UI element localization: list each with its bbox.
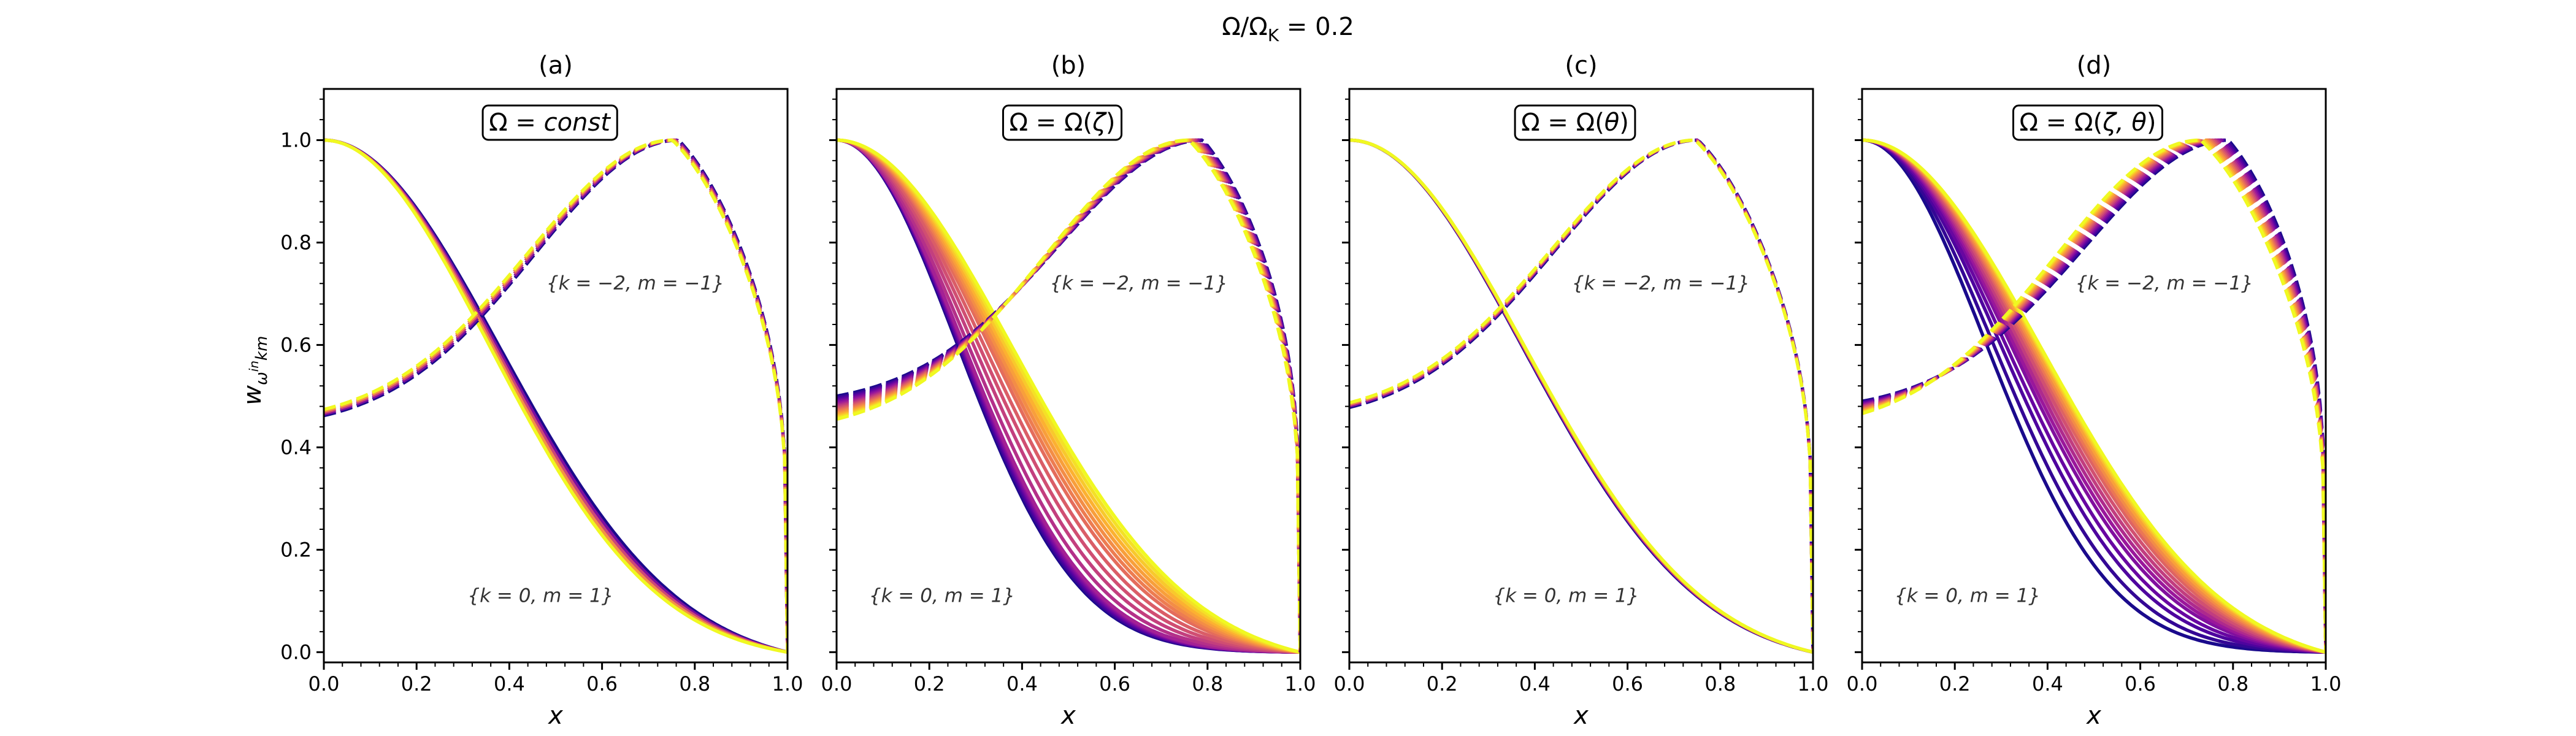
x-tick-label: 0.0 (821, 672, 853, 696)
solid-curve-12 (837, 138, 1300, 654)
rotation-law-box (481, 104, 618, 141)
x-tick-label: 0.8 (2217, 672, 2248, 696)
solid-curve-1 (324, 138, 788, 654)
y-tick-label: 0.8 (280, 231, 312, 254)
solid-curve-11 (837, 138, 1300, 654)
curves-group (1862, 138, 2326, 654)
x-tick-label: 0.6 (1099, 672, 1130, 696)
family-annotation: {k = −2, m = −1} (2076, 272, 2253, 294)
x-tick-label: 0.0 (309, 672, 340, 696)
rotation-law-box (2012, 104, 2163, 141)
dashed-curve-4 (324, 138, 788, 653)
dashed-curve-1 (324, 138, 788, 653)
figure-suptitle: Ω/ΩK = 0.2 (1222, 13, 1354, 45)
x-tick-label: 1.0 (1798, 672, 1829, 696)
rotation-law-label: Ω = const (489, 109, 611, 137)
solid-curve-16 (1862, 138, 2326, 654)
solid-curve-9 (837, 138, 1300, 654)
solid-curve-1 (1862, 138, 2326, 654)
solid-curve-5 (324, 138, 788, 654)
axes-frame (835, 88, 1301, 664)
x-tick-label: 0.0 (1334, 672, 1365, 696)
x-tick-label: 1.0 (2310, 672, 2342, 696)
x-axis-label: x (547, 702, 563, 730)
dashed-curve-4 (1349, 138, 1813, 653)
panel-title: (a) (539, 52, 573, 80)
x-tick-label: 0.8 (1704, 672, 1736, 696)
dashed-curve-3 (324, 138, 788, 653)
x-tick-label: 0.4 (1519, 672, 1551, 696)
x-tick-label: 0.6 (1612, 672, 1643, 696)
solid-curve-20 (837, 138, 1300, 654)
x-tick-label: 1.0 (772, 672, 803, 696)
x-axis-label: x (1573, 702, 1589, 730)
axes-frame (1861, 88, 2327, 664)
x-tick-label: 0.2 (401, 672, 432, 696)
y-tick-label: 0.2 (280, 538, 312, 561)
x-tick-label: 1.0 (1285, 672, 1316, 696)
panel-1: 0.0 0.2 0.4 0.6 0.8 1.0 0.0 0.2 0.4 0.6 0.8 1.0 (a) x… (239, 52, 803, 730)
panel-2: 0.0 0.2 0.4 0.6 0.8 1.0 (b) x Ω = Ω(ζ) {k = −2, m… (821, 52, 1316, 730)
curves-group (324, 138, 788, 654)
solid-curve-3 (324, 138, 788, 654)
x-tick-label: 0.2 (914, 672, 945, 696)
panel-title: (d) (2077, 52, 2112, 80)
dashed-curve-5 (324, 138, 788, 653)
dashed-curve-16 (837, 138, 1300, 653)
family-annotation: {k = 0, m = 1} (1493, 585, 1639, 607)
y-tick-label: 0.0 (280, 640, 312, 664)
x-axis-label: x (2085, 702, 2101, 730)
dashed-curve-2 (324, 138, 788, 653)
solid-curve-2 (324, 138, 788, 654)
rotation-law-box (1514, 104, 1636, 141)
x-tick-label: 0.2 (1427, 672, 1458, 696)
solid-curve-3 (1862, 138, 2326, 654)
panel-3: 0.0 0.2 0.4 0.6 0.8 1.0 (c) x Ω = Ω(θ) {k = −2, m… (1334, 52, 1829, 730)
family-annotation: {k = −2, m = −1} (546, 272, 724, 294)
y-axis-label: wωinkm (239, 336, 271, 405)
x-tick-label: 0.4 (494, 672, 525, 696)
panels-group: 0.0 0.2 0.4 0.6 0.8 1.0 0.0 0.2 0.4 0.6 0.8 1.0 (a) x… (239, 52, 2341, 730)
rotation-law-label: Ω = Ω(ζ) (1009, 109, 1115, 137)
curves-group (1349, 138, 1813, 654)
x-tick-label: 0.4 (1006, 672, 1038, 696)
y-tick-label: 1.0 (280, 128, 312, 151)
solid-curve-4 (324, 138, 788, 654)
y-tick-label: 0.6 (280, 333, 312, 356)
family-annotation: {k = −2, m = −1} (1572, 272, 1750, 294)
rotation-law-box (1002, 104, 1123, 141)
x-axis-label: x (1060, 702, 1076, 730)
x-tick-label: 0.0 (1847, 672, 1878, 696)
family-annotation: {k = 0, m = 1} (869, 585, 1015, 607)
panel-title: (b) (1051, 52, 1086, 80)
x-tick-label: 0.2 (1939, 672, 1971, 696)
rotation-law-label: Ω = Ω(ζ, θ) (2020, 109, 2156, 137)
solid-curve-4 (1862, 138, 2326, 654)
x-tick-label: 0.6 (586, 672, 618, 696)
family-annotation: {k = 0, m = 1} (467, 585, 613, 607)
curves-group (837, 138, 1300, 654)
axes-frame (1348, 88, 1814, 664)
family-annotation: {k = 0, m = 1} (1895, 585, 2041, 607)
y-tick-label: 0.4 (280, 435, 312, 459)
x-tick-label: 0.4 (2032, 672, 2063, 696)
solid-curve-2 (1862, 138, 2326, 654)
dashed-curve-13 (1862, 138, 2326, 653)
family-annotation: {k = −2, m = −1} (1050, 272, 1228, 294)
axes-frame (323, 88, 789, 664)
x-tick-label: 0.8 (679, 672, 710, 696)
panel-title: (c) (1565, 52, 1597, 80)
solid-curve-4 (1349, 138, 1813, 654)
x-tick-label: 0.6 (2125, 672, 2156, 696)
solid-curve-10 (837, 138, 1300, 654)
x-tick-label: 0.8 (1192, 672, 1223, 696)
dashed-curve-13 (837, 138, 1300, 653)
rotation-law-label: Ω = Ω(θ) (1521, 109, 1629, 137)
panel-4: 0.0 0.2 0.4 0.6 0.8 1.0 (d) x Ω = Ω(ζ, θ) {k = −2… (1847, 52, 2342, 730)
